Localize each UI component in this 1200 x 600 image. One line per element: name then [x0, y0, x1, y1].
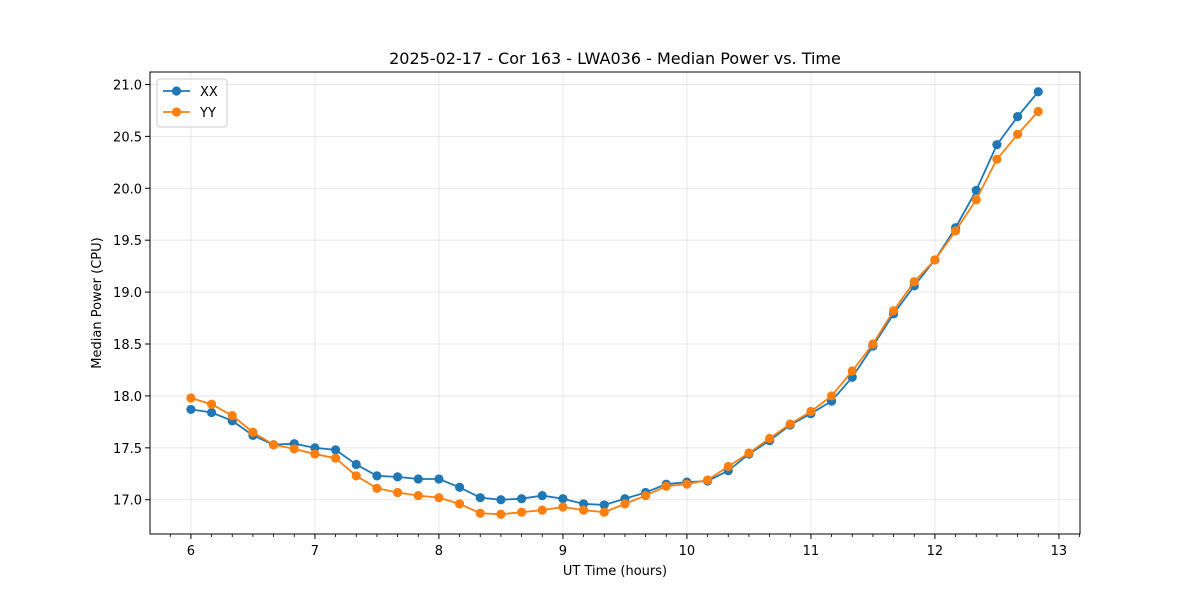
data-point-yy	[992, 154, 1002, 164]
y-tick-label: 20.0	[113, 182, 142, 197]
data-point-yy	[744, 448, 754, 458]
data-point-yy	[454, 499, 465, 509]
legend-entry-xx: XX	[163, 85, 218, 100]
data-point-xx	[351, 459, 361, 470]
y-axis-label: Median Power (CPU)	[90, 237, 105, 368]
data-point-yy	[351, 471, 361, 481]
data-point-xx	[186, 404, 196, 415]
data-point-yy	[537, 505, 547, 515]
data-point-yy	[1012, 129, 1023, 139]
data-point-yy	[868, 339, 878, 349]
data-point-yy	[971, 195, 981, 205]
data-point-xx	[330, 445, 341, 455]
axis-ticks: 6 7 8 9 10 11 12 13 17.0 17.5 18.0 18.5 19.0 19.5 20.0…	[113, 78, 1080, 559]
x-tick-label: 13	[1051, 544, 1068, 559]
data-point-xx	[206, 407, 217, 418]
data-point-yy	[372, 483, 382, 493]
data-point-yy	[682, 479, 692, 489]
legend-label-xx: XX	[200, 85, 218, 100]
data-point-yy	[806, 406, 816, 417]
x-tick-label: 8	[435, 544, 443, 559]
legend: XX YY	[156, 78, 228, 128]
y-tick-label: 18.5	[113, 338, 142, 353]
series-yy	[186, 106, 1043, 519]
series-xx	[186, 87, 1043, 510]
data-point-yy	[847, 366, 857, 376]
data-point-xx	[516, 494, 527, 504]
data-point-xx	[372, 471, 382, 481]
data-point-yy	[785, 419, 795, 429]
data-point-yy	[496, 509, 506, 519]
data-point-xx	[1033, 87, 1043, 97]
x-tick-label: 11	[803, 544, 820, 559]
legend-entry-yy: YY	[163, 106, 216, 121]
data-point-yy	[413, 490, 423, 501]
data-point-yy	[516, 507, 527, 517]
data-point-yy	[392, 487, 403, 498]
grid-lines	[150, 72, 1080, 534]
data-point-xx	[392, 472, 403, 482]
data-point-yy	[289, 444, 299, 454]
data-point-xx	[413, 474, 423, 484]
legend-label-yy: YY	[199, 106, 216, 121]
data-point-yy	[930, 255, 940, 265]
data-point-yy	[599, 507, 609, 517]
legend-marker-yy	[171, 107, 182, 117]
y-tick-label: 20.5	[113, 130, 142, 145]
data-point-yy	[330, 453, 341, 463]
data-point-xx	[1012, 112, 1023, 122]
y-tick-label: 19.0	[113, 286, 142, 301]
legend-marker-xx	[171, 86, 182, 96]
data-point-yy	[661, 481, 671, 491]
data-point-xx	[454, 482, 465, 492]
data-point-xx	[599, 500, 609, 510]
x-tick-label: 9	[559, 544, 567, 559]
data-point-yy	[909, 277, 919, 287]
x-tick-label: 7	[311, 544, 319, 559]
data-point-yy	[558, 502, 568, 512]
data-point-yy	[640, 490, 651, 501]
data-point-yy	[434, 493, 444, 503]
data-point-yy	[227, 411, 237, 421]
data-point-yy	[950, 226, 961, 236]
data-point-yy	[186, 393, 196, 403]
data-point-yy	[475, 508, 485, 518]
y-tick-label: 17.5	[113, 442, 142, 457]
y-tick-label: 21.0	[113, 78, 142, 93]
data-point-yy	[206, 399, 217, 409]
data-point-xx	[496, 495, 506, 505]
data-point-xx	[537, 490, 547, 501]
chart-title: 2025-02-17 - Cor 163 - LWA036 - Median P…	[389, 49, 841, 68]
data-point-yy	[826, 391, 837, 401]
data-point-yy	[310, 449, 320, 459]
data-point-yy	[723, 461, 733, 472]
data-point-xx	[971, 185, 981, 195]
y-tick-label: 19.5	[113, 234, 142, 249]
x-tick-label: 10	[679, 544, 696, 559]
data-point-xx	[992, 140, 1002, 150]
y-tick-label: 17.0	[113, 494, 142, 509]
data-point-xx	[434, 474, 444, 484]
plot-area-frame	[149, 71, 1081, 535]
data-point-yy	[888, 306, 899, 316]
data-point-yy	[248, 427, 258, 437]
data-point-xx	[558, 494, 568, 504]
data-point-yy	[578, 505, 589, 515]
data-point-yy	[702, 475, 713, 485]
x-axis-label: UT Time (hours)	[563, 564, 667, 579]
y-tick-label: 18.0	[113, 390, 142, 405]
series-layer	[186, 87, 1043, 519]
x-tick-label: 6	[187, 544, 195, 559]
data-point-yy	[268, 440, 279, 450]
data-point-yy	[620, 499, 630, 509]
x-tick-label: 12	[927, 544, 944, 559]
data-point-yy	[1033, 106, 1043, 117]
data-point-xx	[475, 493, 485, 503]
data-point-yy	[764, 433, 775, 444]
